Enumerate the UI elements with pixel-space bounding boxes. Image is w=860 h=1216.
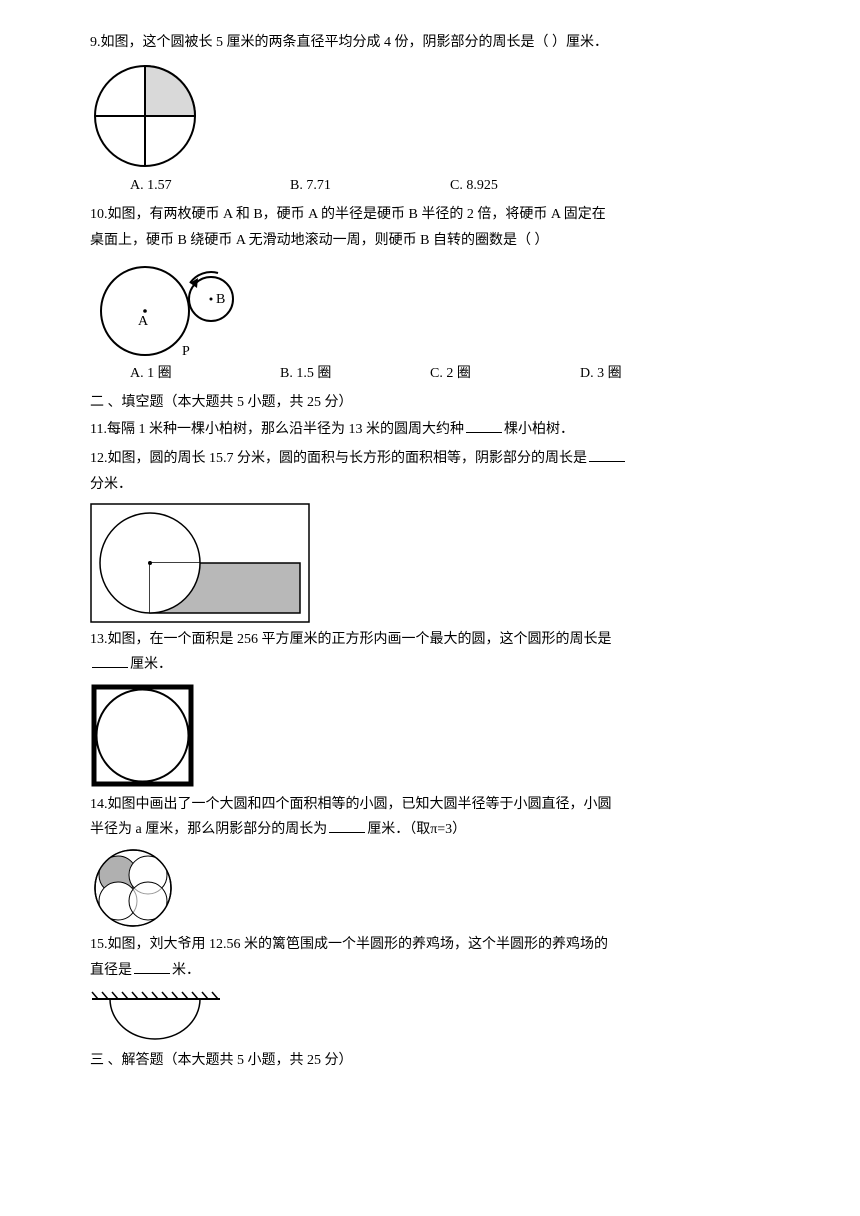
- q9-opt-b: B. 7.71: [290, 173, 450, 198]
- q10-opt-a: A. 1 圈: [130, 361, 280, 386]
- q11-blank: [466, 419, 502, 433]
- question-10: 10.如图，有两枚硬币 A 和 B，硬币 A 的半径是硬币 B 半径的 2 倍，…: [90, 202, 770, 386]
- q10-label-a: A: [138, 314, 149, 329]
- q12-figure: [90, 503, 770, 623]
- question-11: 11.每隔 1 米种一棵小柏树，那么沿半径为 13 米的圆周大约种 棵小柏树．: [90, 417, 770, 442]
- q15-figure: [90, 989, 770, 1044]
- q12-post: 分米．: [90, 477, 132, 492]
- q9-figure: [90, 61, 770, 171]
- q14-blank: [329, 819, 365, 833]
- q12-pre: 12.如图，圆的周长 15.7 分米，圆的面积与长方形的面积相等，阴影部分的周长…: [90, 451, 587, 466]
- q9-opt-c: C. 8.925: [450, 173, 610, 198]
- q15-line2-pre: 直径是: [90, 963, 132, 978]
- q10-label-b: B: [216, 292, 225, 307]
- q14-line2-pre: 半径为 a 厘米，那么阴影部分的周长为: [90, 822, 327, 837]
- q10-opt-d: D. 3 圈: [580, 361, 730, 386]
- q15-line1: 15.如图，刘大爷用 12.56 米的篱笆围成一个半圆形的养鸡场，这个半圆形的养…: [90, 932, 770, 957]
- q15-line2-post: 米．: [172, 963, 200, 978]
- q11-post: 棵小柏树．: [504, 422, 574, 437]
- q15-blank: [134, 960, 170, 974]
- q11-pre: 11.每隔 1 米种一棵小柏树，那么沿半径为 13 米的圆周大约种: [90, 422, 464, 437]
- q9-text: 9.如图，这个圆被长 5 厘米的两条直径平均分成 4 份，阴影部分的周长是（ ）…: [90, 30, 770, 55]
- q13-blank: [92, 654, 128, 668]
- q10-line2: 桌面上，硬币 B 绕硬币 A 无滑动地滚动一周，则硬币 B 自转的圈数是（ ）: [90, 228, 770, 253]
- section-2-title: 二 、填空题（本大题共 5 小题，共 25 分）: [90, 390, 770, 415]
- q13-line1: 13.如图，在一个面积是 256 平方厘米的正方形内画一个最大的圆，这个圆形的周…: [90, 627, 770, 652]
- q14-line1: 14.如图中画出了一个大圆和四个面积相等的小圆，已知大圆半径等于小圆直径，小圆: [90, 792, 770, 817]
- q13-figure: [90, 683, 770, 788]
- q10-figure: A B P: [90, 259, 770, 359]
- q10-opt-c: C. 2 圈: [430, 361, 580, 386]
- question-15: 15.如图，刘大爷用 12.56 米的篱笆围成一个半圆形的养鸡场，这个半圆形的养…: [90, 932, 770, 1043]
- q13-post: 厘米．: [130, 657, 172, 672]
- question-14: 14.如图中画出了一个大圆和四个面积相等的小圆，已知大圆半径等于小圆直径，小圆 …: [90, 792, 770, 928]
- question-12: 12.如图，圆的周长 15.7 分米，圆的面积与长方形的面积相等，阴影部分的周长…: [90, 446, 770, 622]
- q9-options: A. 1.57 B. 7.71 C. 8.925: [90, 173, 770, 198]
- question-13: 13.如图，在一个面积是 256 平方厘米的正方形内画一个最大的圆，这个圆形的周…: [90, 627, 770, 788]
- q9-opt-a: A. 1.57: [130, 173, 290, 198]
- q10-label-p: P: [182, 344, 190, 359]
- q10-line1: 10.如图，有两枚硬币 A 和 B，硬币 A 的半径是硬币 B 半径的 2 倍，…: [90, 202, 770, 227]
- question-9: 9.如图，这个圆被长 5 厘米的两条直径平均分成 4 份，阴影部分的周长是（ ）…: [90, 30, 770, 198]
- q14-line2-post: 厘米．（取π=3）: [367, 822, 466, 837]
- q10-opt-b: B. 1.5 圈: [280, 361, 430, 386]
- q12-blank: [589, 448, 625, 462]
- q10-options: A. 1 圈 B. 1.5 圈 C. 2 圈 D. 3 圈: [90, 361, 770, 386]
- section-3-title: 三 、解答题（本大题共 5 小题，共 25 分）: [90, 1048, 770, 1073]
- q14-figure: [90, 848, 770, 928]
